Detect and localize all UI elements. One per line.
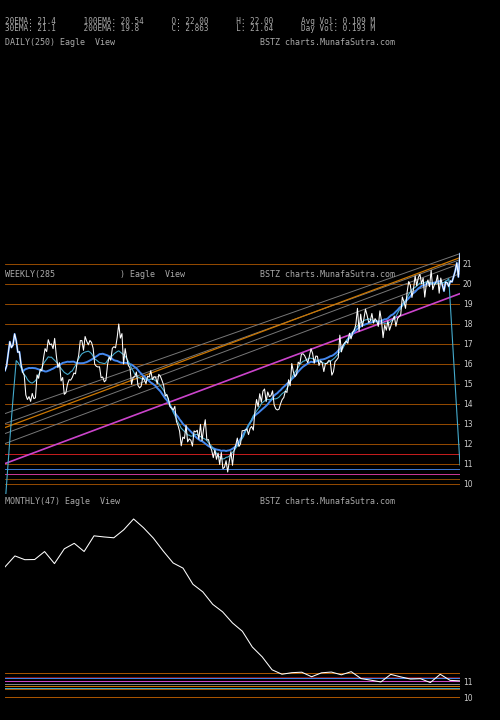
Text: 20EMA: 21.4      100EMA: 20.54      O: 22.00      H: 22.00      Avg Vol: 0.109 M: 20EMA: 21.4 100EMA: 20.54 O: 22.00 H: 22… (5, 17, 375, 27)
Text: 30EMA: 21.1      200EMA: 19.8       C: 2.863      L: 21.64      Day Vol: 0.193 M: 30EMA: 21.1 200EMA: 19.8 C: 2.863 L: 21.… (5, 24, 375, 33)
Text: DAILY(250) Eagle  View: DAILY(250) Eagle View (5, 37, 115, 47)
Text: MONTHLY(47) Eagle  View: MONTHLY(47) Eagle View (5, 497, 120, 506)
Text: ) Eagle  View: ) Eagle View (120, 270, 185, 279)
Text: BSTZ charts.MunafaSutra.com: BSTZ charts.MunafaSutra.com (260, 270, 395, 279)
Text: BSTZ charts.MunafaSutra.com: BSTZ charts.MunafaSutra.com (260, 37, 395, 47)
Text: WEEKLY(285: WEEKLY(285 (5, 270, 55, 279)
Text: BSTZ charts.MunafaSutra.com: BSTZ charts.MunafaSutra.com (260, 497, 395, 506)
